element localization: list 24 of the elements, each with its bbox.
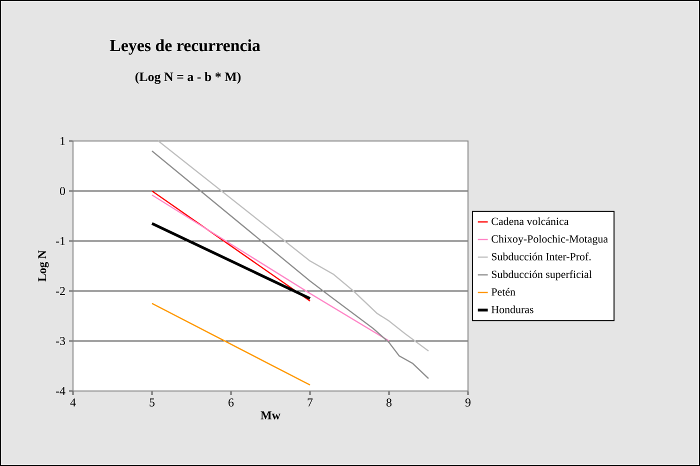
x-axis-title: Mw xyxy=(260,411,280,420)
legend-label: Honduras xyxy=(491,306,534,314)
legend-label: Subducción superficial xyxy=(492,270,592,280)
y-tick-label: -3 xyxy=(56,336,66,345)
y-tick-label: 1 xyxy=(60,137,65,145)
x-tick-label: 5 xyxy=(150,398,155,406)
x-tick-label: 6 xyxy=(228,398,234,407)
legend-label: Petén xyxy=(491,288,516,296)
chart-title: Leyes de recurrencia xyxy=(110,39,260,55)
x-tick-label: 8 xyxy=(386,398,392,407)
legend-label: Subducción Inter-Prof. xyxy=(492,252,591,260)
chart-subtitle: (Log N = a - b * M) xyxy=(135,72,241,84)
legend-label: Chixoy-Polochic-Motagua xyxy=(492,234,608,245)
line-series xyxy=(158,140,430,352)
y-tick-label: 0 xyxy=(60,186,66,196)
y-tick-label: -2 xyxy=(56,287,65,295)
line-series xyxy=(151,150,430,380)
legend-label: Cadena volcánica xyxy=(492,217,569,226)
x-tick-label: 4 xyxy=(70,398,76,406)
x-tick-label: 7 xyxy=(308,398,313,406)
x-tick-label: 9 xyxy=(465,398,470,407)
y-tick-label: -1 xyxy=(56,237,65,245)
y-axis-title: Log N xyxy=(38,250,49,282)
y-tick-label: -4 xyxy=(56,387,66,395)
